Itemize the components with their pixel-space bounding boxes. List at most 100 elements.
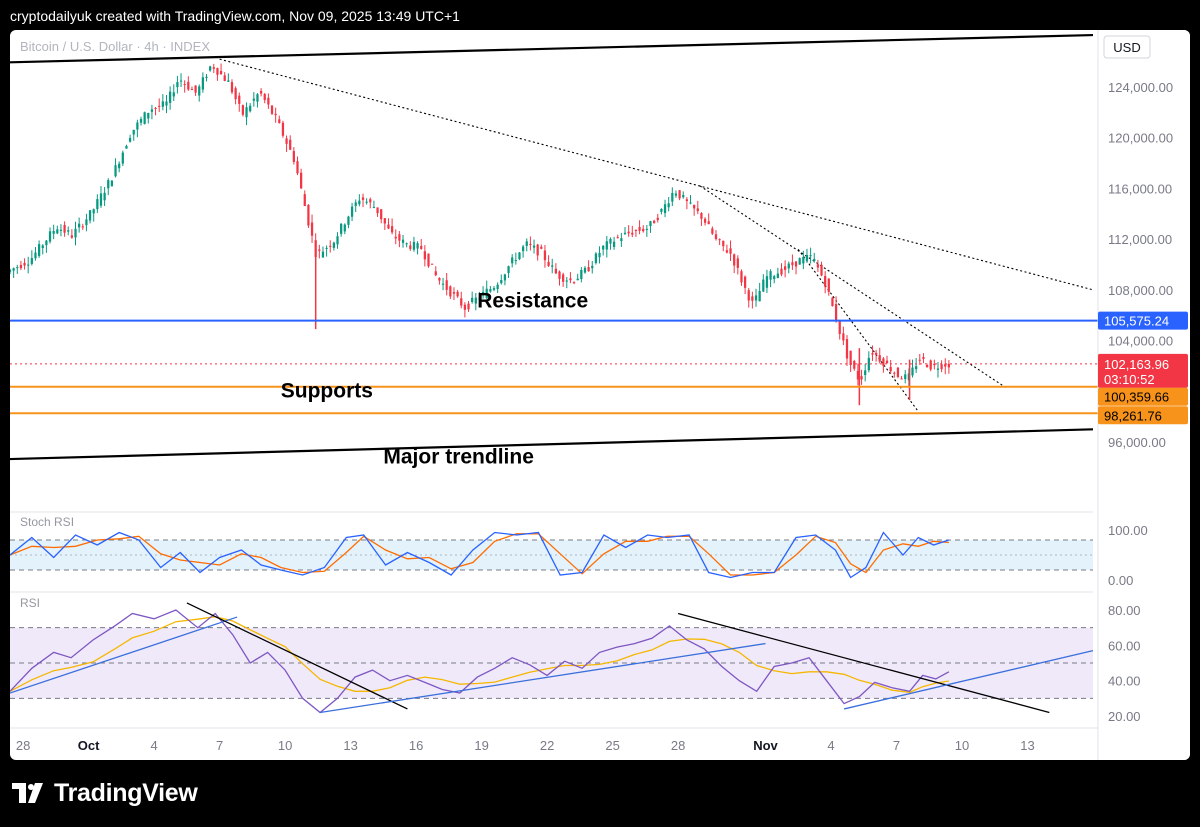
candle-body (118, 163, 121, 169)
currency-badge (1103, 35, 1151, 59)
candle-body (598, 252, 601, 258)
candle-body (369, 199, 372, 203)
candle-body (773, 276, 776, 280)
tradingview-footer[interactable]: TradingView (12, 779, 198, 808)
chart-svg: USD 124,000.00 120,000.00 116,000.00 112,000… (10, 30, 1190, 760)
candle-body (438, 277, 441, 281)
candle-body (387, 224, 390, 229)
candle-body (896, 367, 900, 377)
candle-body (856, 370, 860, 380)
candle-body (292, 151, 295, 162)
candle-body (445, 280, 448, 290)
candle-body (940, 364, 943, 370)
candle-body (503, 274, 507, 281)
candle-body (714, 234, 718, 240)
price-tick-label: 124,000.00 (1108, 80, 1173, 95)
candle-body (176, 82, 179, 88)
candle-body (944, 364, 947, 367)
candle-body (172, 92, 175, 97)
candle-body (682, 195, 685, 198)
candle-body (128, 138, 132, 142)
candle-body (718, 239, 721, 241)
candle-body (194, 85, 197, 93)
candle-body (594, 253, 598, 264)
candle-body (103, 192, 106, 201)
currency-label: USD (1113, 40, 1140, 55)
candle-body (96, 199, 99, 210)
candle-body (190, 89, 194, 91)
candle-body (168, 91, 172, 103)
candle-body (845, 339, 849, 359)
candle-body (409, 245, 412, 249)
candle-body (88, 210, 92, 221)
candle-body (314, 240, 317, 257)
candle-body (161, 101, 164, 107)
candle-body (769, 271, 772, 280)
candle-body (900, 378, 903, 380)
candle-body (358, 200, 361, 205)
candle-body (707, 221, 710, 225)
candle-body (947, 363, 951, 368)
candle-body (179, 80, 183, 82)
candle-body (296, 161, 299, 174)
candle-body (871, 353, 874, 355)
candle-body (711, 228, 714, 234)
rsi-title: RSI (20, 596, 40, 610)
candle-body (474, 297, 477, 304)
candle-body (784, 266, 787, 270)
candle-body (518, 252, 521, 260)
candle-body (289, 139, 292, 150)
candle-body (463, 304, 467, 310)
candle-body (805, 255, 809, 261)
x-tick-label: 19 (474, 738, 488, 753)
candle-body (685, 199, 689, 202)
candle-body (307, 204, 310, 226)
candle-body (85, 219, 88, 226)
candle-body (893, 372, 896, 374)
rsi-trendline (677, 612, 1050, 714)
candle-body (241, 105, 245, 115)
candle-body (394, 236, 397, 239)
candle-body (922, 357, 925, 359)
candle-body (420, 245, 423, 249)
support1-price-label: 100,359.66 (1104, 390, 1169, 405)
x-tick-label: 7 (893, 738, 900, 753)
candle-body (143, 112, 146, 124)
candle-body (605, 241, 608, 250)
annotations: Bitcoin / U.S. Dollar · 4h · INDEX Resist… (20, 39, 588, 610)
candle-body (325, 247, 328, 249)
candle-body (609, 238, 612, 244)
candle-body (816, 264, 820, 268)
candle-body (638, 227, 641, 231)
chart-attribution: cryptodailyuk created with TradingView.c… (10, 8, 460, 24)
candle-body (45, 240, 48, 246)
candle-body (212, 67, 215, 69)
candle-body (23, 262, 26, 266)
candle-body (514, 260, 517, 262)
candle-body (30, 258, 33, 264)
candle-body (656, 217, 659, 221)
candle-body (642, 228, 645, 232)
candle-body (354, 202, 357, 206)
candle-body (70, 235, 73, 238)
candle-body (114, 165, 117, 177)
candle-body (885, 360, 889, 364)
trendline-descending-3 (797, 248, 919, 412)
candle-body (110, 180, 114, 187)
candle-body (401, 239, 405, 243)
candle-body (838, 321, 841, 334)
candle-body (562, 274, 565, 282)
price-series (10, 63, 951, 406)
grid (10, 511, 1093, 699)
candle-body (434, 271, 437, 276)
candle-body (827, 278, 830, 292)
candle-body (936, 368, 940, 370)
last-price-bg (1098, 353, 1188, 388)
candle-body (532, 245, 536, 248)
candle-body (154, 107, 157, 109)
candle-body (663, 204, 667, 214)
candle-body (667, 203, 670, 208)
candle-body (310, 222, 314, 236)
x-tick-label: 10 (955, 738, 969, 753)
rsi-trendline (319, 642, 766, 714)
